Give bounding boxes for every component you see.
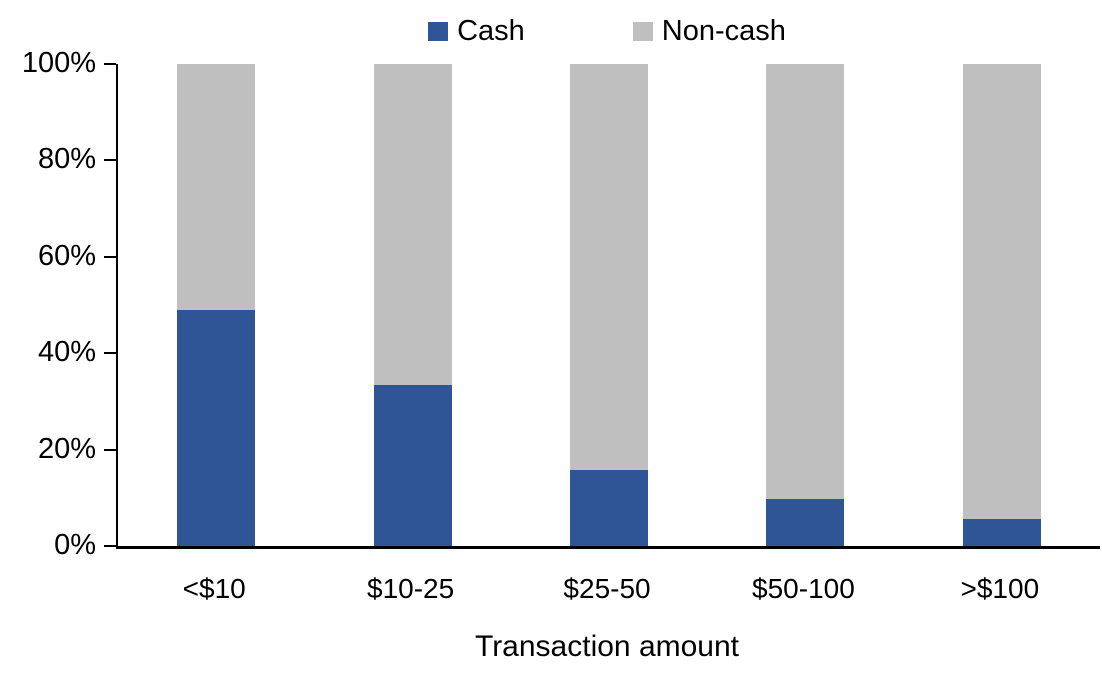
plot-area (116, 64, 1100, 549)
x-tick-label: $25-50 (563, 573, 651, 604)
y-tick-mark (104, 159, 116, 162)
bar-segment-non-cash (962, 64, 1041, 519)
bar-segment-non-cash (766, 64, 845, 500)
x-axis-labels: <$10 $10-25 $25-50 $50-100 >$100 (116, 572, 1098, 606)
bar-slot (314, 64, 510, 546)
legend-label-cash: Cash (457, 14, 525, 47)
cash-swatch-icon (428, 21, 449, 41)
noncash-swatch-icon (632, 21, 653, 41)
y-tick-label: 80% (37, 143, 96, 176)
y-tick-label: 100% (21, 47, 96, 79)
y-tick-mark (104, 255, 116, 258)
legend-item-cash: Cash (428, 14, 525, 47)
bar-slot (707, 64, 903, 546)
x-tick-label: $50-100 (752, 573, 855, 604)
bar-segment-non-cash (177, 64, 256, 310)
bar-slot (904, 64, 1100, 546)
y-tick-label: 60% (37, 239, 96, 272)
y-axis-labels: 0% 20% 40% 60% 80% 100% (0, 49, 96, 560)
bar-segment-cash (373, 384, 452, 546)
y-tick-mark (104, 545, 116, 547)
bar-slot (118, 64, 314, 546)
y-tick-mark (104, 448, 116, 451)
x-tick-label: <$10 (182, 573, 246, 604)
legend: Cash Non-cash (116, 10, 1098, 52)
legend-label-noncash: Non-cash (661, 14, 786, 47)
bar-segment-non-cash (570, 64, 649, 470)
stacked-bar (962, 64, 1041, 546)
stacked-bar (177, 64, 256, 546)
y-tick-label: 20% (37, 432, 96, 465)
bar-slot (511, 64, 707, 546)
bar-segment-non-cash (373, 64, 452, 385)
bar-segment-cash (766, 499, 845, 546)
x-tick-label: >$100 (960, 573, 1040, 604)
stacked-bar (373, 64, 452, 546)
bar-segment-cash (177, 309, 256, 546)
y-tick-mark (104, 352, 116, 355)
stacked-bar (766, 64, 845, 546)
y-tick-label: 40% (37, 336, 96, 369)
bar-segment-cash (570, 469, 649, 546)
y-axis-ticks (104, 63, 116, 547)
bar-segment-cash (962, 518, 1041, 546)
legend-item-noncash: Non-cash (632, 14, 786, 47)
y-tick-label: 0% (54, 529, 96, 561)
x-axis-title: Transaction amount (474, 630, 740, 663)
stacked-bar (570, 64, 649, 546)
x-tick-label: $10-25 (367, 573, 455, 604)
y-tick-mark (104, 63, 116, 65)
bars-layer (118, 64, 1100, 546)
